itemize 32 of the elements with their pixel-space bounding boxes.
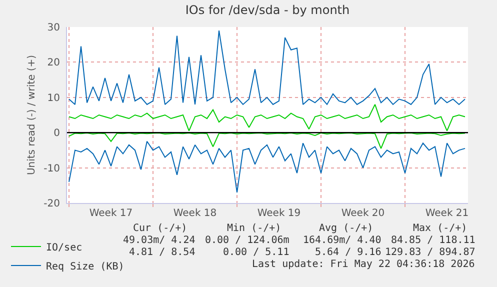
line-series [68, 140, 466, 193]
legend-label: IO/sec [46, 242, 82, 254]
y-tick-label: -10 [44, 163, 60, 174]
text: 4.81 / 8.54 [129, 247, 196, 258]
line-series [68, 30, 466, 105]
text: 49.03m/ 4.24 [123, 235, 196, 246]
text: Cur (-/+) [133, 223, 188, 234]
text: 5.64 / 9.16 [315, 247, 382, 258]
x-tick-label: Week 21 [425, 208, 469, 219]
y-tick-label: 0 [54, 128, 60, 140]
x-tick-label: Week 20 [341, 208, 385, 219]
chart-title: IOs for /dev/sda - by month [185, 3, 350, 18]
text: 84.85 / 118.11 [391, 235, 476, 246]
line-series [68, 104, 466, 132]
text: 0.00 / 5.11 [223, 247, 290, 258]
y-tick-label: 10 [47, 92, 60, 104]
text: 0.00 / 124.06m [205, 235, 290, 246]
y-axis-title: Units read (-) / write (+) [26, 54, 38, 176]
text: 164.69m/ 4.40 [303, 235, 382, 246]
text: Avg (-/+) [319, 223, 374, 234]
text: 129.83 / 894.87 [385, 247, 476, 258]
x-tick-label: Week 17 [89, 208, 133, 219]
y-tick-label: 20 [47, 58, 60, 69]
y-tick-label: -20 [44, 198, 60, 210]
text: Min (-/+) [227, 223, 282, 234]
text: Last update: Fri May 22 04:36:18 2026 [252, 259, 475, 270]
legend-label: Req Size (KB) [46, 261, 124, 272]
x-tick-label: Week 18 [173, 208, 217, 219]
x-tick-label: Week 19 [257, 208, 301, 219]
line-series [68, 132, 466, 149]
text: Max (-/+) [413, 223, 468, 234]
y-tick-label: 30 [47, 22, 60, 34]
